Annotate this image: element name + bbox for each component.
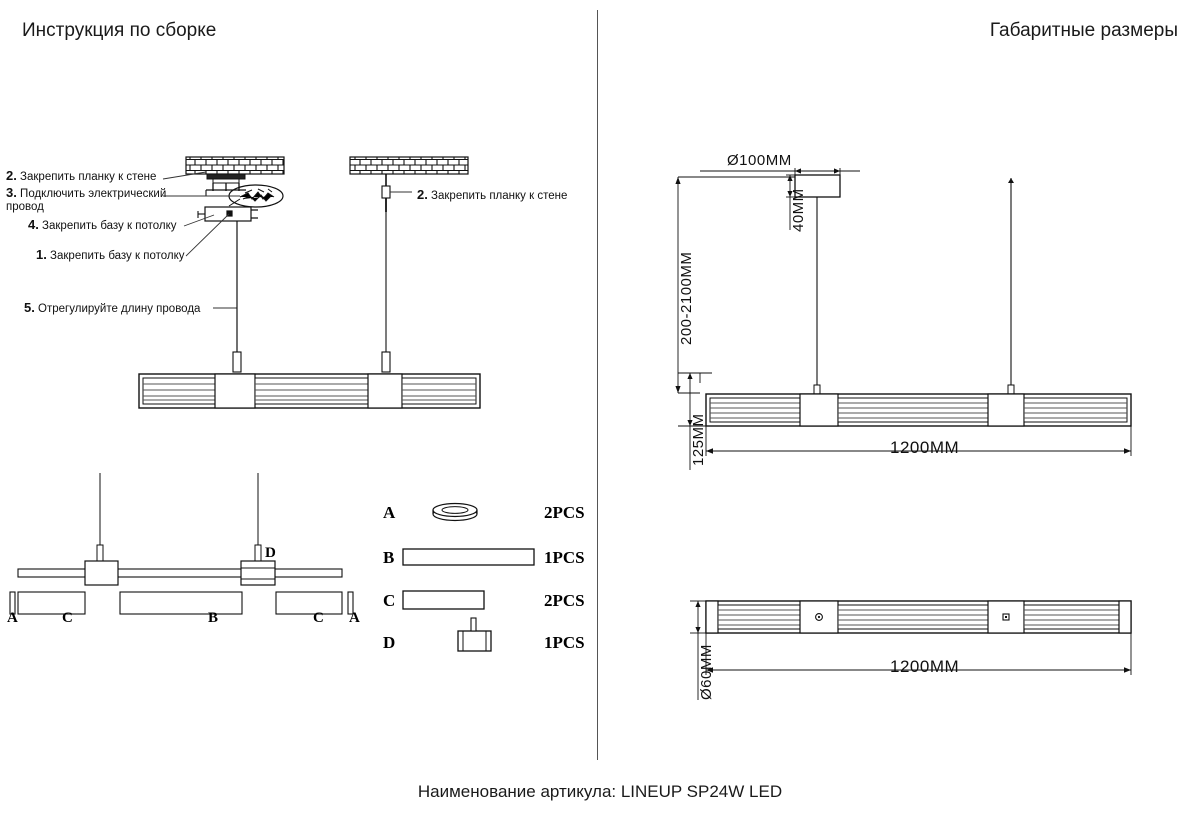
exploded-label-a-right: A [349,610,360,626]
part-icon-D [457,617,492,652]
dimension-label-fixture-length-front: 1200MM [890,438,960,457]
part-qty-A: 2PCS [544,503,585,522]
leader-lines-left [162,171,240,309]
dimension-label-fixture-length-bottom: 1200MM [890,657,960,676]
exploded-view [9,473,354,615]
step-2-wall-bracket-right: 2. Закрепить планку к стене [417,188,567,203]
page-title-right: Габаритные размеры [989,20,1178,41]
step-text: Закрепить базу к потолку [42,220,177,232]
ceiling-base-block [197,206,258,222]
bottom-connector-block-2 [987,600,1025,634]
parts-list-icons [402,502,535,652]
dimension-label-suspension-range: 200-2100MM [678,251,695,345]
article-caption: Наименование артикула: LINEUP SP24W LED [417,782,783,801]
step-text: Закрепить планку к стене [431,190,568,202]
ceiling-hatch-left [185,156,285,197]
step-number: 2. [417,187,428,202]
part-label-A: A [383,503,396,522]
step-number: 5. [24,300,35,315]
step-text: Закрепить базу к потолку [50,250,185,262]
dimension-label-canopy-height: 40MM [790,188,807,232]
step-2-wall-bracket: 2. Закрепить планку к стене [6,169,156,184]
step-text: Подключить электрический провод [6,188,167,213]
dimension-canopy-diameter [700,168,860,175]
part-icon-C [402,590,485,610]
step-text: Отрегулируйте длину провода [38,303,201,315]
dimension-label-fixture-height: 125MM [690,413,707,466]
page-title-left: Инструкция по сборке [22,20,217,41]
exploded-label-c-left: C [62,610,73,626]
step-4-fix-base-ceiling: 4. Закрепить базу к потолку [28,218,177,233]
part-qty-C: 2PCS [544,591,585,610]
fixture-bottom-view [705,600,1132,634]
part-icon-B [402,548,535,566]
exploded-label-d: D [265,545,276,561]
fixture-front-view-left [138,373,481,409]
fixture-front-view-right [705,393,1132,427]
ceiling-hatch-right [349,156,469,212]
step-5-adjust-cable: 5. Отрегулируйте длину провода [24,301,200,316]
step-3-connect-wire: 3. Подключить электрический провод [6,186,171,214]
step-1-fix-base-ceiling: 1. Закрепить базу к потолку [36,248,185,263]
part-label-B: B [383,548,395,567]
step-number: 1. [36,247,47,262]
dimension-label-fixture-depth: Ø60MM [698,644,715,700]
exploded-label-c-right: C [313,610,324,626]
wire-connector-detail [228,184,284,208]
part-icon-A [432,502,478,522]
dimension-label-canopy-diameter: Ø100MM [727,152,792,169]
vertical-divider [597,10,598,760]
step-number: 2. [6,168,17,183]
suspension-cables-dimension-view [813,178,1015,399]
part-qty-B: 1PCS [544,548,585,567]
step-number: 4. [28,217,39,232]
exploded-label-b: B [208,610,219,626]
bottom-connector-block-1 [799,600,839,634]
step-text: Закрепить планку к стене [20,171,157,183]
suspension-cable-right [381,212,391,373]
part-label-D: D [383,633,396,652]
suspension-cable-left [232,221,242,373]
part-label-C: C [383,591,396,610]
step-number: 3. [6,185,17,200]
part-qty-D: 1PCS [544,633,585,652]
exploded-label-a-left: A [7,610,18,626]
